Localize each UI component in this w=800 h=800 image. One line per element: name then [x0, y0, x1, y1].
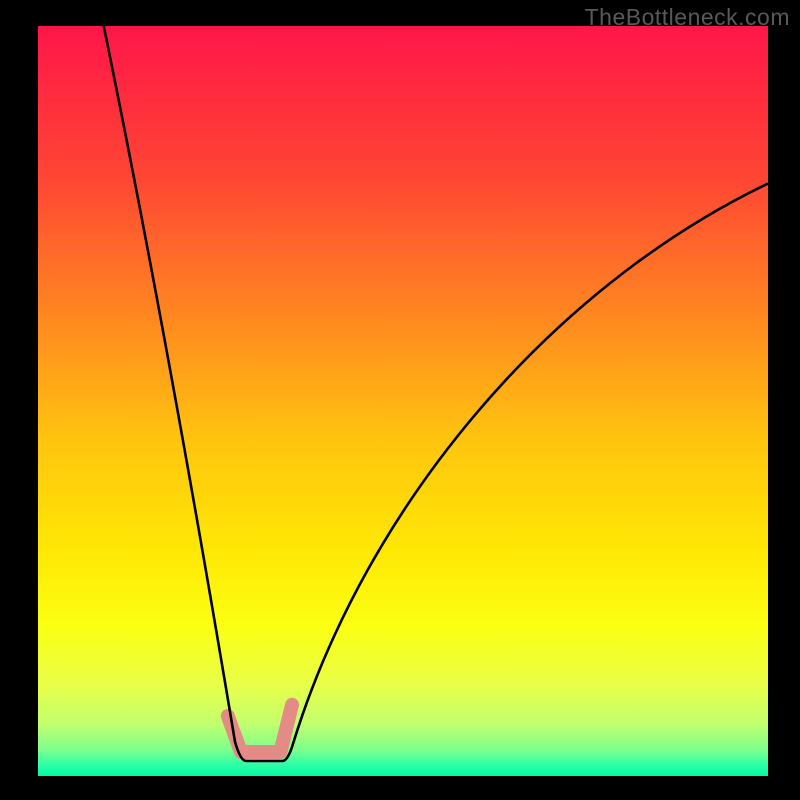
- gradient-background: [38, 26, 768, 776]
- watermark-text: TheBottleneck.com: [585, 4, 790, 31]
- bottleneck-plot: [38, 26, 768, 776]
- chart-stage: TheBottleneck.com: [0, 0, 800, 800]
